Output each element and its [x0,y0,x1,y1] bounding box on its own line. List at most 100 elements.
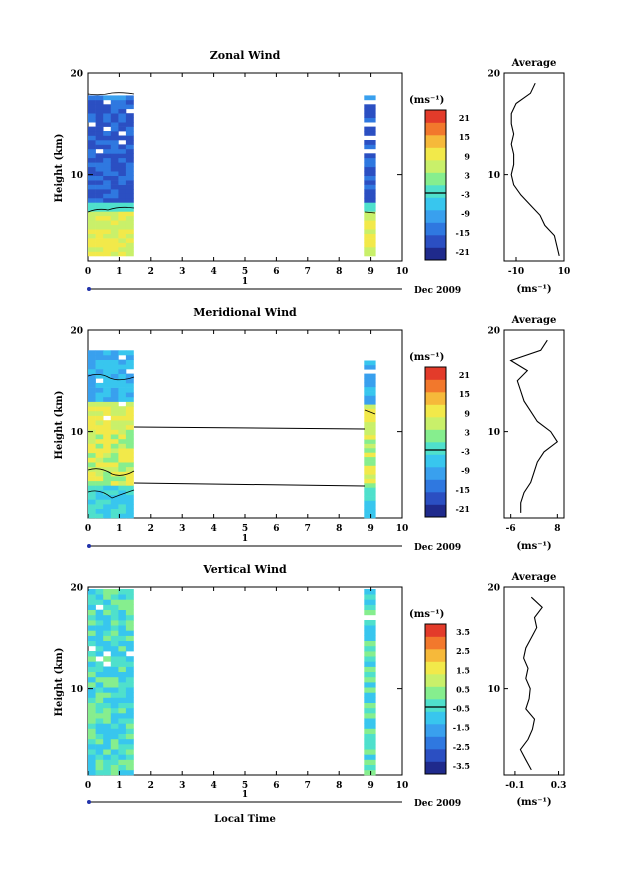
zonal-heat-cell [118,108,127,114]
vertical-heat-cell [103,733,112,740]
vertical-heat-cell [364,661,376,667]
vertical-colorbar-tick-label: -1.5 [453,723,470,733]
meridional-heat-cell [364,478,376,484]
meridional-heat-cell [364,461,376,466]
vertical-heat-cell [125,759,134,765]
zonal-heat-cell [95,135,104,141]
vertical-y-tick-label: 20 [70,584,83,594]
zonal-heat-cell [364,104,376,110]
zonal-heat-cell [364,95,376,101]
meridional-heat-cell [95,429,104,435]
vertical-heat-cell [364,589,376,595]
zonal-heat-cell [125,113,134,118]
zonal-heat-cell [103,131,112,136]
meridional-heat-cell [125,410,134,416]
vertical-heat-cell [125,604,134,610]
zonal-heat-cell [110,108,119,114]
meridional-heat-cell [110,424,119,430]
zonal-heat-cell [103,175,112,181]
meridional-colorbar-tick-label: 21 [459,370,470,380]
vertical-heat-cell [118,733,127,740]
meridional-heat-cell [110,359,119,365]
meridional-colorbar-tick-label: 9 [464,408,470,418]
zonal-heat-cell [103,162,112,168]
zonal-colorbar-swatch [425,172,446,186]
vertical-heat-cell [95,651,104,657]
vertical-heat-cell [364,671,376,678]
vertical-heat-cell [103,707,112,714]
meridional-heat-cell [88,373,96,379]
zonal-heat-cell [118,95,127,101]
zonal-heat-cell [110,215,119,221]
meridional-heat-cell [118,382,127,388]
zonal-heat-cell [88,206,96,212]
zonal-heat-cell [110,206,119,212]
meridional-colorbar-swatch [425,454,446,468]
meridional-heat-cell [95,424,104,430]
meridional-heat-cell [95,513,104,519]
meridional-x-tick-label: 5 [242,524,248,534]
zonal-heat-cell [110,153,119,159]
zonal-heat-cell [118,175,127,181]
zonal-colorbar-tick-label: 21 [459,113,470,123]
vertical-heat-cell [110,589,119,595]
vertical-heat-cell [125,707,134,714]
vertical-heat-cell [118,728,127,734]
vertical-heat-cell [103,754,112,760]
zonal-heat-cell [95,251,104,257]
zonal-heat-cell [110,197,119,203]
meridional-heat-cell [95,420,104,426]
zonal-heat-cell [125,251,134,257]
vertical-heat-cell [110,599,119,605]
zonal-heat-cell [125,153,134,159]
meridional-heat-cell [110,378,119,384]
zonal-heat-cell [125,99,134,105]
meridional-heat-cell [364,443,376,449]
zonal-heat-cell [118,197,127,203]
zonal-heat-cell [125,95,134,101]
zonal-heat-cell [95,224,104,230]
zonal-avg-profile: 20 10 -10 10 [487,70,570,278]
vertical-heat-cell [118,718,127,724]
vertical-heat-cell [103,635,112,641]
vertical-colorbar-tick-label: 1.5 [456,665,470,675]
zonal-avg-title: Average [511,58,557,69]
meridional-x-tick-label: 2 [148,524,154,534]
meridional-heat-cell [95,415,104,421]
zonal-heat-cell [125,157,134,163]
zonal-heat-cell [95,140,104,145]
vertical-heat-cell [125,645,134,652]
zonal-heat-cell [95,99,104,105]
meridional-heat-cell [95,508,104,514]
zonal-heat-cell [95,211,104,217]
zonal-heat-cell [95,122,104,127]
zonal-heat-cell [118,211,127,217]
vertical-colorbar-tick-label: 3.5 [456,627,470,637]
meridional-heat-cell [95,387,104,393]
meridional-heat-cell [125,476,134,482]
vertical-heat-cell [125,687,134,693]
meridional-heat-cell [364,469,376,475]
vertical-heat-cell [364,594,376,600]
meridional-heat-cell [125,387,134,393]
zonal-heat-cell [110,140,119,145]
zonal-colorbar-swatch [425,122,446,136]
meridional-colorbar-tick-label: -9 [461,466,470,476]
meridional-colorbar: 21 15 9 3 -3 -9 -15 -21 [424,366,470,518]
vertical-heat-cell [103,614,112,621]
vertical-heat-cell [88,738,96,745]
meridional-heat-cell [118,490,127,496]
vertical-avg-title: Average [511,572,557,583]
vertical-heat-cell [118,687,127,693]
meridional-heat-cell [88,462,96,468]
meridional-heat-cell [364,382,376,388]
meridional-heat-cell [110,387,119,393]
meridional-heat-cell [118,369,127,374]
zonal-heat-cell [110,175,119,181]
vertical-heat-cell [95,661,104,667]
meridional-heat-cell [364,487,376,493]
meridional-heat-cell [118,378,127,384]
zonal-heat-cell [103,148,112,154]
